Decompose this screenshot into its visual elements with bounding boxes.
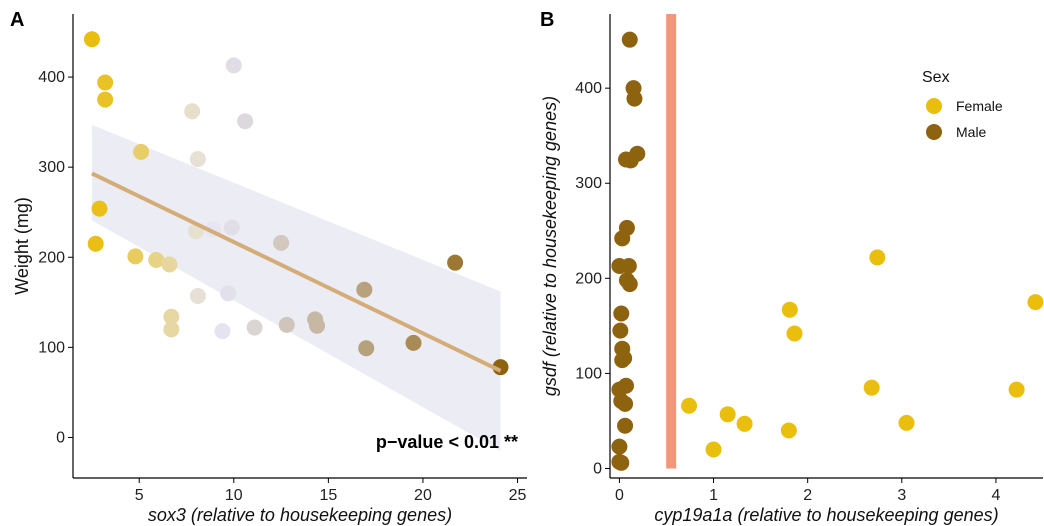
data-point-male xyxy=(621,276,638,293)
data-point-female xyxy=(1027,294,1044,311)
data-point-female xyxy=(780,422,797,439)
data-point xyxy=(87,235,104,252)
x-tick-label: 1 xyxy=(709,487,718,504)
data-point xyxy=(189,151,206,168)
data-point-male xyxy=(622,152,639,169)
x-tick-label: 0 xyxy=(615,487,624,504)
y-tick-label: 400 xyxy=(38,69,65,86)
legend-label-male: Male xyxy=(956,124,987,140)
regression-line xyxy=(91,171,502,373)
legend-swatch-male xyxy=(926,124,942,140)
legend: Sex Female Male xyxy=(922,69,1003,140)
data-point xyxy=(163,321,180,338)
data-point-female xyxy=(705,441,722,458)
data-point-male xyxy=(611,438,628,455)
x-tick-label: 3 xyxy=(897,487,906,504)
x-axis-title: sox3 (relative to housekeeping genes) xyxy=(148,505,452,525)
legend-title: Sex xyxy=(922,69,950,86)
data-point-male xyxy=(612,322,629,339)
y-axis-title: Weight (mg) xyxy=(12,197,32,295)
x-tick-label: 2 xyxy=(803,487,812,504)
y-tick-label: 200 xyxy=(38,249,65,266)
data-point-male xyxy=(617,417,634,434)
data-point xyxy=(405,334,422,351)
data-point xyxy=(161,256,178,273)
data-point-female xyxy=(898,414,915,431)
x-axis-title: cyp19a1a (relative to housekeeping genes… xyxy=(654,505,998,525)
data-point xyxy=(189,288,206,305)
data-point xyxy=(278,316,295,333)
data-point xyxy=(447,254,464,271)
y-tick-label: 0 xyxy=(593,460,602,477)
x-tick-label: 15 xyxy=(319,487,337,504)
data-point xyxy=(184,103,201,120)
data-point xyxy=(163,308,180,325)
x-tick-label: 10 xyxy=(225,487,243,504)
data-point xyxy=(309,317,326,334)
p-value-annotation: p−value < 0.01 ** xyxy=(376,432,518,452)
data-point xyxy=(356,281,373,298)
data-point-male xyxy=(613,305,630,322)
data-point xyxy=(83,31,100,48)
data-point-male xyxy=(614,230,631,247)
data-point xyxy=(97,74,114,91)
legend-label-female: Female xyxy=(956,98,1003,114)
data-point xyxy=(91,200,108,217)
data-point-male xyxy=(621,31,638,48)
data-point-female xyxy=(736,415,753,432)
threshold-bar xyxy=(666,14,677,469)
data-point-male xyxy=(613,454,630,471)
data-point xyxy=(223,219,240,236)
y-tick-label: 100 xyxy=(575,365,602,382)
y-tick-label: 0 xyxy=(56,429,65,446)
data-point-male xyxy=(616,350,633,367)
data-point-male xyxy=(620,257,637,274)
data-point xyxy=(127,248,144,265)
data-point-female xyxy=(1008,381,1025,398)
panel-label-a: A xyxy=(10,9,24,31)
data-point xyxy=(148,251,165,268)
data-point xyxy=(246,319,263,336)
y-tick-label: 100 xyxy=(38,339,65,356)
legend-swatch-female xyxy=(926,98,942,114)
y-tick-label: 300 xyxy=(38,159,65,176)
data-point-female xyxy=(869,249,886,266)
y-tick-label: 200 xyxy=(575,270,602,287)
data-point-male xyxy=(617,395,634,412)
data-point xyxy=(133,143,150,160)
data-point xyxy=(492,359,509,376)
data-point xyxy=(97,91,114,108)
data-point-female xyxy=(719,406,736,423)
confidence-band xyxy=(91,124,501,451)
panel-a: A 0 100 200 300 400 5 10 15 20 25 sox3 (relative to… xyxy=(10,9,527,525)
y-tick-label: 300 xyxy=(575,175,602,192)
data-point-female xyxy=(786,325,803,342)
y-axis-title: gsdf (relative to housekeeping genes) xyxy=(540,96,560,396)
data-point xyxy=(358,340,375,357)
data-point-male xyxy=(626,90,643,107)
x-tick-label: 25 xyxy=(509,487,527,504)
panel-label-b: B xyxy=(540,9,554,31)
x-tick-label: 20 xyxy=(414,487,432,504)
y-tick-label: 400 xyxy=(575,80,602,97)
data-point-female xyxy=(681,397,698,414)
data-point xyxy=(237,113,254,130)
data-point xyxy=(273,234,290,251)
data-point xyxy=(225,57,242,74)
data-point xyxy=(220,285,237,302)
data-point-female xyxy=(863,379,880,396)
x-tick-label: 5 xyxy=(135,487,144,504)
data-point xyxy=(214,323,231,340)
data-point-female xyxy=(781,301,798,318)
x-tick-label: 4 xyxy=(991,487,1000,504)
